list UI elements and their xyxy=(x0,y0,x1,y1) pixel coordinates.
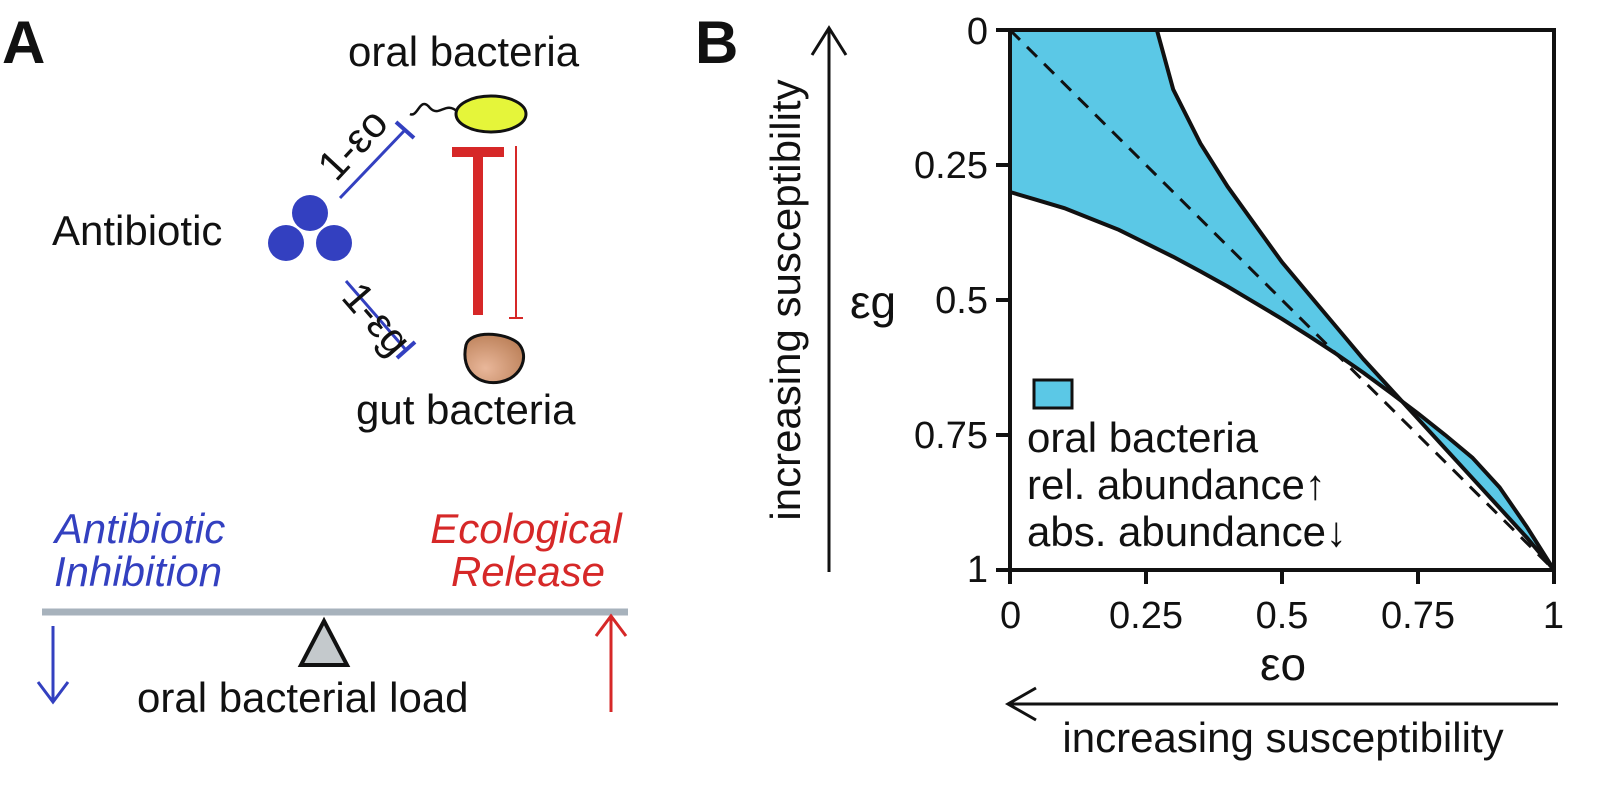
up-arrow-icon xyxy=(594,613,628,712)
oral-inhibits-gut-arrow xyxy=(509,146,523,319)
antibiotic-inhibits-oral-arrow xyxy=(338,120,416,200)
legend-swatch xyxy=(1032,378,1074,410)
legend-line2: rel. abundance↑ xyxy=(1027,461,1326,508)
y-tick-label: 1 xyxy=(967,549,988,591)
eps-o-label: 1-εo xyxy=(308,99,397,189)
antibiotic-inhibition-line1: Antibiotic xyxy=(52,505,225,552)
antibiotic-inhibits-gut-arrow xyxy=(344,280,417,360)
x-direction-label: increasing susceptibility xyxy=(1062,714,1503,761)
gut-bacteria-label: gut bacteria xyxy=(356,386,576,433)
x-axis-label: εo xyxy=(1260,638,1306,690)
y-direction-arrow xyxy=(810,25,848,572)
y-axis-label: εg xyxy=(850,276,896,328)
x-tick-label: 0.25 xyxy=(1109,595,1183,637)
x-tick-label: 1 xyxy=(1543,595,1564,637)
antibiotic-icon xyxy=(268,195,352,261)
panel-b-letter: B xyxy=(695,9,738,76)
oral-bacteria-label: oral bacteria xyxy=(348,28,580,75)
y-axis: 0 0.25 0.5 0.75 1 xyxy=(914,11,1010,591)
y-tick-label: 0.75 xyxy=(914,415,988,457)
gut-bacterium-icon xyxy=(463,332,525,385)
y-tick-label: 0 xyxy=(967,11,988,53)
gut-inhibits-oral-arrow xyxy=(452,147,504,315)
antibiotic-inhibition-line2: Inhibition xyxy=(54,548,222,595)
legend-line1: oral bacteria xyxy=(1027,414,1259,461)
region-lower-boundary-line xyxy=(1009,190,1556,572)
ecological-release-line1: Ecological xyxy=(430,505,623,552)
ecological-release-line2: Release xyxy=(451,548,605,595)
legend: oral bacteria rel. abundance↑ abs. abund… xyxy=(1027,378,1347,555)
down-arrow-icon xyxy=(36,626,70,705)
oral-bacterium-icon xyxy=(409,94,528,134)
y-tick-label: 0.25 xyxy=(914,145,988,187)
y-direction-label: increasing susceptibility xyxy=(762,79,809,520)
x-axis: 0 0.25 0.5 0.75 1 xyxy=(1000,570,1564,637)
x-tick-label: 0 xyxy=(1000,595,1021,637)
x-tick-label: 0.5 xyxy=(1256,595,1309,637)
panel-b: B increasing susceptibility εg 0 0.25 0.5 0… xyxy=(695,9,1564,761)
balance-diagram: Antibiotic Inhibition Ecological Release… xyxy=(36,505,628,721)
y-tick-label: 0.5 xyxy=(935,280,988,322)
region-upper-boundary-line xyxy=(1154,29,1556,572)
panel-a-letter: A xyxy=(2,9,45,76)
antibiotic-label: Antibiotic xyxy=(52,207,222,254)
panel-a: A oral bacteria Antibiotic 1-εo 1-εg xyxy=(2,9,628,721)
oral-load-label: oral bacterial load xyxy=(137,674,469,721)
legend-line3: abs. abundance↓ xyxy=(1027,508,1347,555)
diagonal-reference-line xyxy=(1008,28,1556,572)
x-direction-arrow xyxy=(1004,686,1558,722)
plot-area: 0 0.25 0.5 0.75 1 0 0.25 0.5 0.75 1 xyxy=(914,11,1564,637)
fulcrum-icon xyxy=(297,616,351,667)
x-tick-label: 0.75 xyxy=(1381,595,1455,637)
susceptibility-region xyxy=(1010,30,1554,570)
